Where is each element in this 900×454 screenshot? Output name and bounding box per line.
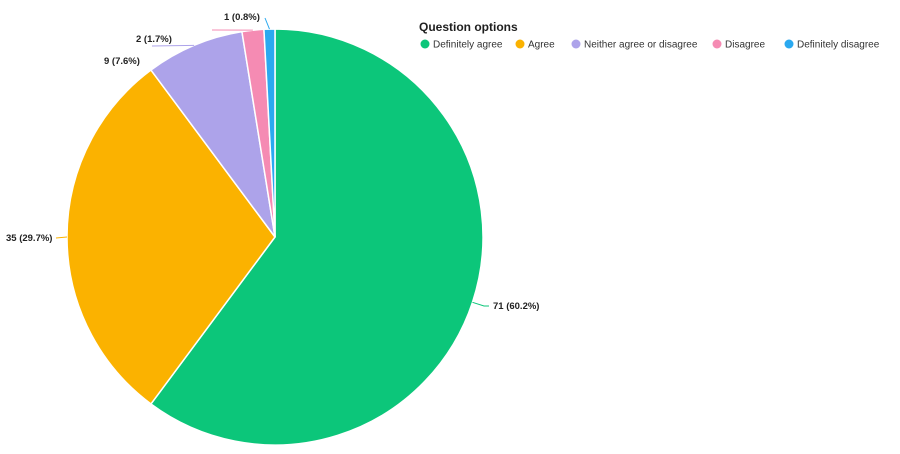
leader-line-agree	[55, 236, 68, 239]
legend-swatch-definitely-agree	[420, 39, 430, 49]
data-labels: 71 (60.2%) 35 (29.7%) 9 (7.6%) 2 (1.7%) 1 (0…	[6, 12, 539, 312]
legend-title: Question options	[419, 20, 518, 34]
legend-label-definitely-disagree: Definitely disagree	[797, 40, 880, 51]
data-label-agree: 35 (29.7%)	[6, 233, 52, 244]
legend-item-definitely-agree: Definitely agree	[420, 39, 503, 51]
data-label-definitely-agree: 71 (60.2%)	[493, 301, 539, 312]
legend-label-neither-agree-or-disagree: Neither agree or disagree	[584, 40, 698, 51]
legend-swatch-definitely-disagree	[784, 39, 794, 49]
leader-line-definitely-agree	[472, 301, 489, 307]
pie-slice-definitely-disagree	[263, 28, 276, 238]
legend-label-definitely-agree: Definitely agree	[433, 40, 503, 51]
data-label-neither-agree-or-disagree: 9 (7.6%)	[104, 56, 140, 67]
leader-line-neither-agree-or-disagree	[151, 44, 195, 47]
legend-swatch-disagree	[712, 39, 722, 49]
legend: Question options Definitely agree Agree Ne…	[419, 20, 880, 51]
legend-item-neither-agree-or-disagree: Neither agree or disagree	[571, 39, 698, 51]
legend-items: Definitely agree Agree Neither agree or di…	[420, 39, 880, 51]
legend-item-definitely-disagree: Definitely disagree	[784, 39, 880, 51]
legend-swatch-neither-agree-or-disagree	[571, 39, 581, 49]
pie-slice-agree	[66, 68, 276, 406]
legend-item-agree: Agree	[515, 39, 555, 51]
data-label-definitely-disagree: 1 (0.8%)	[224, 12, 260, 23]
leader-lines	[55, 17, 489, 307]
legend-label-agree: Agree	[528, 40, 555, 51]
leader-line-definitely-disagree	[264, 17, 270, 30]
pie-slice-neither-agree-or-disagree	[149, 30, 276, 238]
legend-swatch-agree	[515, 39, 525, 49]
data-label-disagree: 2 (1.7%)	[136, 34, 172, 45]
legend-label-disagree: Disagree	[725, 40, 765, 51]
pie-slices	[66, 28, 484, 446]
legend-item-disagree: Disagree	[712, 39, 765, 51]
